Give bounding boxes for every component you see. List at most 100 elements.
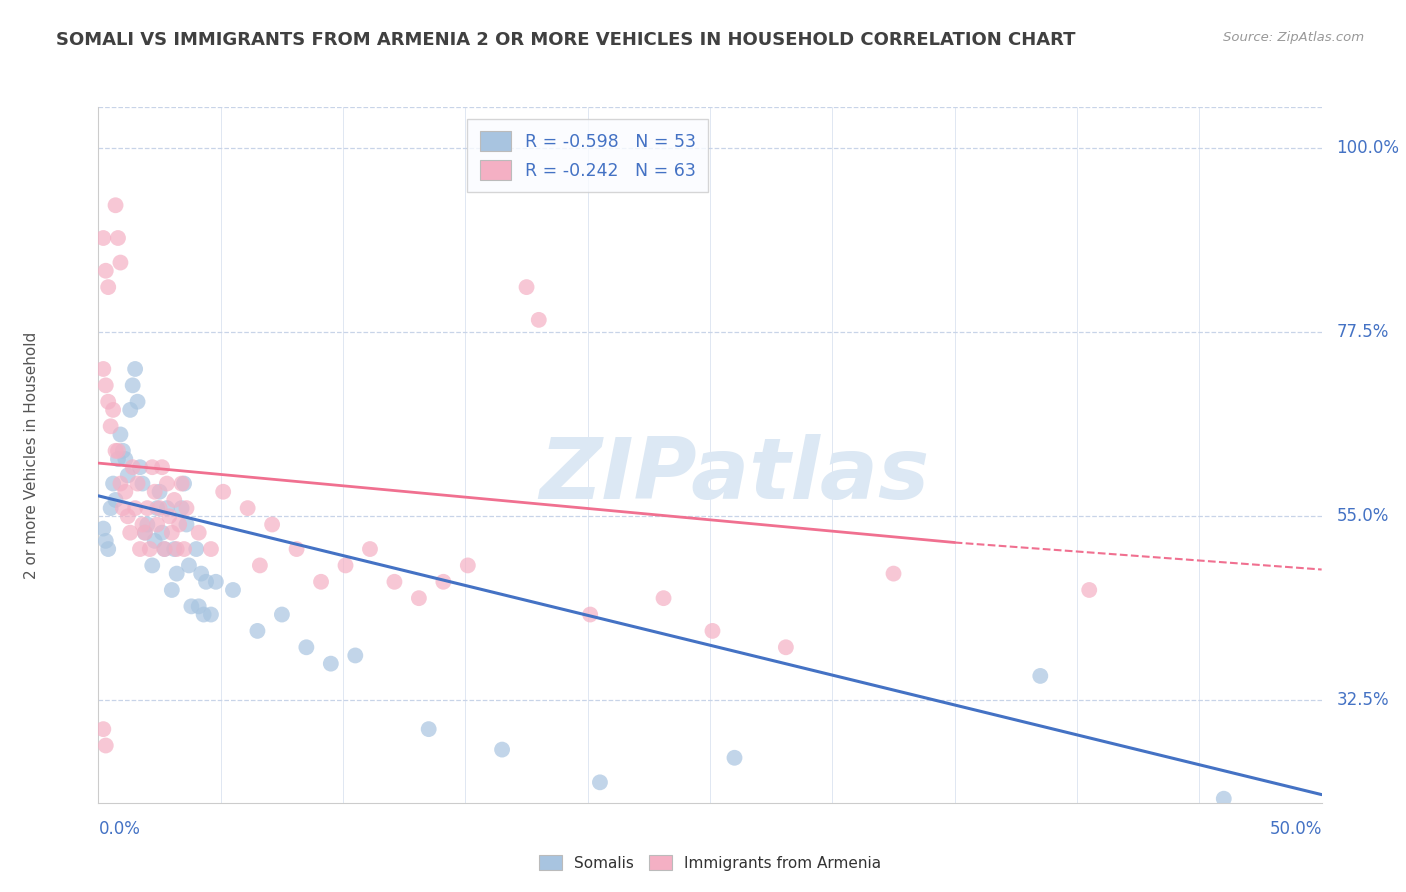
Point bbox=[124, 362, 146, 376]
Point bbox=[170, 476, 193, 491]
Point bbox=[418, 722, 440, 736]
Point bbox=[94, 533, 117, 548]
Point bbox=[150, 460, 173, 475]
Point bbox=[589, 775, 612, 789]
Point bbox=[491, 742, 513, 756]
Point bbox=[195, 574, 218, 589]
Point bbox=[91, 231, 114, 245]
Point bbox=[94, 378, 117, 392]
Point bbox=[97, 542, 120, 557]
Point bbox=[121, 378, 143, 392]
Point bbox=[143, 533, 166, 548]
Point bbox=[107, 231, 129, 245]
Point bbox=[432, 574, 454, 589]
Point bbox=[127, 394, 149, 409]
Text: 100.0%: 100.0% bbox=[1336, 139, 1399, 157]
Point bbox=[107, 452, 129, 467]
Point bbox=[141, 460, 163, 475]
Point bbox=[295, 640, 318, 655]
Point bbox=[156, 476, 179, 491]
Point bbox=[579, 607, 602, 622]
Point bbox=[163, 492, 186, 507]
Point bbox=[270, 607, 294, 622]
Point bbox=[146, 517, 169, 532]
Point bbox=[153, 542, 176, 557]
Point bbox=[120, 403, 142, 417]
Point bbox=[149, 484, 172, 499]
Point bbox=[262, 517, 284, 532]
Point bbox=[775, 640, 797, 655]
Point bbox=[285, 542, 308, 557]
Point bbox=[157, 509, 180, 524]
Point bbox=[110, 255, 132, 269]
Point bbox=[136, 517, 159, 532]
Point bbox=[134, 525, 156, 540]
Point bbox=[187, 525, 209, 540]
Point bbox=[246, 624, 269, 638]
Point bbox=[163, 542, 186, 557]
Point bbox=[143, 484, 166, 499]
Point bbox=[121, 460, 143, 475]
Point bbox=[114, 452, 136, 467]
Point bbox=[100, 419, 122, 434]
Point bbox=[515, 280, 537, 294]
Point bbox=[319, 657, 342, 671]
Point bbox=[344, 648, 367, 663]
Point bbox=[131, 476, 153, 491]
Text: 0.0%: 0.0% bbox=[98, 821, 141, 838]
Point bbox=[180, 599, 202, 614]
Point bbox=[309, 574, 332, 589]
Point bbox=[723, 751, 745, 765]
Point bbox=[883, 566, 905, 581]
Point bbox=[236, 501, 259, 516]
Point bbox=[120, 525, 142, 540]
Point bbox=[359, 542, 381, 557]
Point bbox=[652, 591, 675, 606]
Point bbox=[249, 558, 271, 573]
Point bbox=[160, 525, 183, 540]
Point bbox=[1212, 791, 1234, 805]
Point bbox=[101, 403, 124, 417]
Point bbox=[149, 501, 172, 516]
Point bbox=[200, 542, 222, 557]
Point bbox=[187, 599, 209, 614]
Point bbox=[200, 607, 222, 622]
Point bbox=[110, 427, 132, 442]
Point bbox=[97, 280, 120, 294]
Point bbox=[186, 542, 208, 557]
Text: ZIPatlas: ZIPatlas bbox=[540, 434, 929, 517]
Point bbox=[136, 501, 159, 516]
Point bbox=[153, 542, 176, 557]
Point bbox=[222, 582, 245, 597]
Point bbox=[170, 501, 193, 516]
Point bbox=[124, 501, 146, 516]
Point bbox=[114, 484, 136, 499]
Point bbox=[1078, 582, 1101, 597]
Point bbox=[104, 443, 127, 458]
Text: Source: ZipAtlas.com: Source: ZipAtlas.com bbox=[1223, 31, 1364, 45]
Point bbox=[111, 501, 134, 516]
Point bbox=[91, 522, 114, 536]
Point bbox=[134, 525, 156, 540]
Point bbox=[177, 558, 200, 573]
Point bbox=[190, 566, 212, 581]
Point bbox=[107, 443, 129, 458]
Point bbox=[111, 443, 134, 458]
Point bbox=[212, 484, 235, 499]
Point bbox=[101, 476, 124, 491]
Point bbox=[141, 558, 163, 573]
Point bbox=[166, 542, 188, 557]
Point bbox=[131, 517, 153, 532]
Point bbox=[156, 501, 179, 516]
Point bbox=[335, 558, 357, 573]
Text: 2 or more Vehicles in Household: 2 or more Vehicles in Household bbox=[24, 331, 38, 579]
Text: 55.0%: 55.0% bbox=[1336, 508, 1389, 525]
Point bbox=[150, 525, 173, 540]
Point bbox=[176, 501, 198, 516]
Point bbox=[1029, 669, 1052, 683]
Point bbox=[94, 264, 117, 278]
Point bbox=[129, 460, 152, 475]
Point bbox=[176, 517, 198, 532]
Point bbox=[129, 542, 152, 557]
Point bbox=[97, 394, 120, 409]
